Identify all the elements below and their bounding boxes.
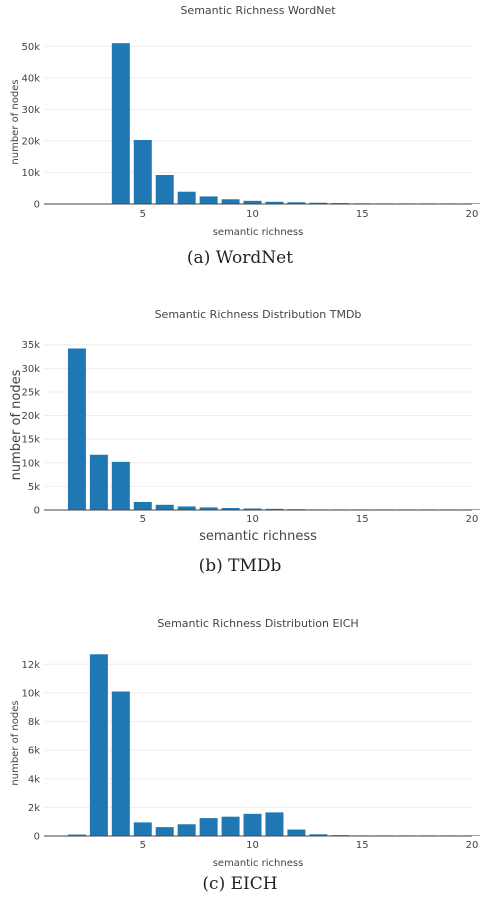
y-tick-label: 50k xyxy=(21,42,40,53)
x-tick-label: 15 xyxy=(356,209,369,220)
caption-wordnet: (a) WordNet xyxy=(186,248,294,268)
bar-tmdb-8 xyxy=(199,507,218,510)
x-tick-label: 5 xyxy=(140,209,146,220)
x-axis-label: semantic richness xyxy=(213,227,304,238)
x-tick-label: 20 xyxy=(466,514,479,525)
bar-tmdb-6 xyxy=(155,504,174,510)
bar-eich-3 xyxy=(89,654,108,836)
x-axis-label: semantic richness xyxy=(199,529,317,544)
bar-eich-13 xyxy=(309,834,328,836)
bar-eich-2 xyxy=(67,834,86,836)
y-tick-label: 20k xyxy=(21,136,40,147)
bar-eich-12 xyxy=(287,829,306,836)
bar-wordnet-5 xyxy=(133,139,152,204)
y-tick-label: 25k xyxy=(21,387,40,398)
y-tick-label: 5k xyxy=(28,482,40,493)
y-tick-label: 40k xyxy=(21,73,40,84)
bar-eich-7 xyxy=(177,824,196,836)
y-tick-label: 4k xyxy=(28,774,40,785)
bar-wordnet-9 xyxy=(221,199,240,204)
bar-wordnet-12 xyxy=(287,202,306,204)
chart-title: Semantic Richness Distribution TMDb xyxy=(155,308,362,321)
chart-title: Semantic Richness WordNet xyxy=(180,4,336,17)
chart-panel-tmdb: Semantic Richness Distribution TMDb 0 5k 10… xyxy=(0,300,480,585)
y-tick-label: 0 xyxy=(34,832,40,843)
y-tick-label: 15k xyxy=(21,435,40,446)
bar-tmdb-4 xyxy=(111,461,130,510)
y-tick-label: 6k xyxy=(28,746,40,757)
x-tick-label: 15 xyxy=(356,514,369,525)
x-axis-label: semantic richness xyxy=(213,858,304,868)
bar-wordnet-8 xyxy=(199,196,218,204)
bar-tmdb-10 xyxy=(243,508,262,510)
y-tick-label: 35k xyxy=(21,340,40,351)
bar-eich-6 xyxy=(155,827,174,836)
y-axis-label: number of nodes xyxy=(10,79,21,164)
bar-tmdb-7 xyxy=(177,506,196,510)
x-tick-label: 10 xyxy=(246,209,259,220)
y-axis-label: number of nodes xyxy=(10,700,21,785)
bar-tmdb-3 xyxy=(89,454,108,510)
caption-tmdb: (b) TMDb xyxy=(198,556,282,576)
bar-wordnet-4 xyxy=(111,43,130,205)
bar-eich-9 xyxy=(221,816,240,836)
y-tick-label: 10k xyxy=(21,168,40,179)
bar-wordnet-11 xyxy=(265,201,284,204)
bar-tmdb-9 xyxy=(221,508,240,510)
y-tick-label: 10k xyxy=(21,688,40,699)
y-tick-label: 8k xyxy=(28,717,40,728)
x-tick-label: 10 xyxy=(246,840,259,851)
x-tick-label: 20 xyxy=(466,209,479,220)
chart-panel-eich: Semantic Richness Distribution EICH 0 2k 4k… xyxy=(0,610,480,909)
bar-tmdb-5 xyxy=(133,501,152,510)
y-tick-label: 2k xyxy=(28,803,40,814)
bar-eich-5 xyxy=(133,822,152,836)
bar-wordnet-13 xyxy=(309,202,328,204)
bar-eich-11 xyxy=(265,812,284,836)
x-tick-label: 20 xyxy=(466,840,479,851)
y-axis-label: number of nodes xyxy=(9,369,24,480)
chart-panel-wordnet: Semantic Richness WordNet 0 10k 20k 30k 40k 50… xyxy=(0,0,480,285)
chart-title: Semantic Richness Distribution EICH xyxy=(157,617,358,630)
y-tick-label: 0 xyxy=(34,200,40,211)
bar-eich-4 xyxy=(111,691,130,836)
bar-chart-eich: Semantic Richness Distribution EICH 0 2k 4k… xyxy=(10,617,480,868)
y-tick-label: 30k xyxy=(21,105,40,116)
y-tick-label: 12k xyxy=(21,660,40,671)
bar-eich-8 xyxy=(199,818,218,836)
bar-wordnet-6 xyxy=(155,174,174,204)
caption-eich: (c) EICH xyxy=(202,874,278,894)
y-tick-label: 20k xyxy=(21,411,40,422)
x-tick-label: 10 xyxy=(246,514,259,525)
bar-chart-tmdb: Semantic Richness Distribution TMDb 0 5k 10… xyxy=(9,308,480,544)
bar-wordnet-10 xyxy=(243,200,262,204)
x-tick-label: 5 xyxy=(140,514,146,525)
bar-tmdb-11 xyxy=(265,508,284,510)
bar-chart-wordnet: Semantic Richness WordNet 0 10k 20k 30k 40k 50… xyxy=(10,4,480,238)
y-tick-label: 30k xyxy=(21,364,40,375)
y-tick-label: 0 xyxy=(34,506,40,517)
x-tick-label: 15 xyxy=(356,840,369,851)
bar-wordnet-7 xyxy=(177,191,196,204)
x-tick-label: 5 xyxy=(140,840,146,851)
bar-eich-10 xyxy=(243,813,262,836)
y-tick-label: 10k xyxy=(21,458,40,469)
bar-tmdb-2 xyxy=(67,348,86,510)
